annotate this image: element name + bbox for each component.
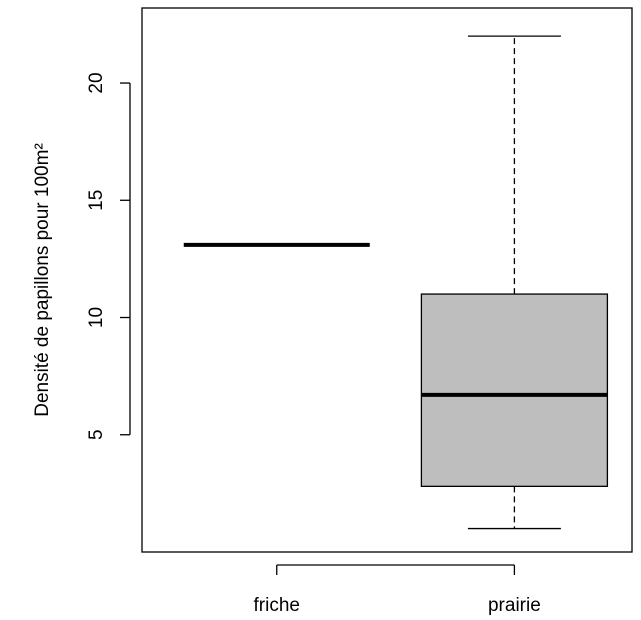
y-tick-label: 10 — [86, 307, 107, 328]
box-iqr — [420, 293, 609, 487]
y-tick-label: 5 — [86, 429, 107, 440]
plot-frame — [141, 7, 633, 553]
box-series — [183, 35, 609, 530]
y-tick-label: 15 — [86, 190, 107, 211]
box-prairie — [420, 35, 609, 530]
x-tick-label: friche — [254, 595, 300, 616]
y-tick-label: 20 — [86, 72, 107, 93]
y-axis: 5 10 15 20 — [86, 72, 131, 440]
x-axis: friche prairie — [254, 564, 541, 616]
y-axis-title: Densité de papillons pour 100m² — [32, 143, 53, 417]
x-tick-label: prairie — [488, 595, 541, 616]
